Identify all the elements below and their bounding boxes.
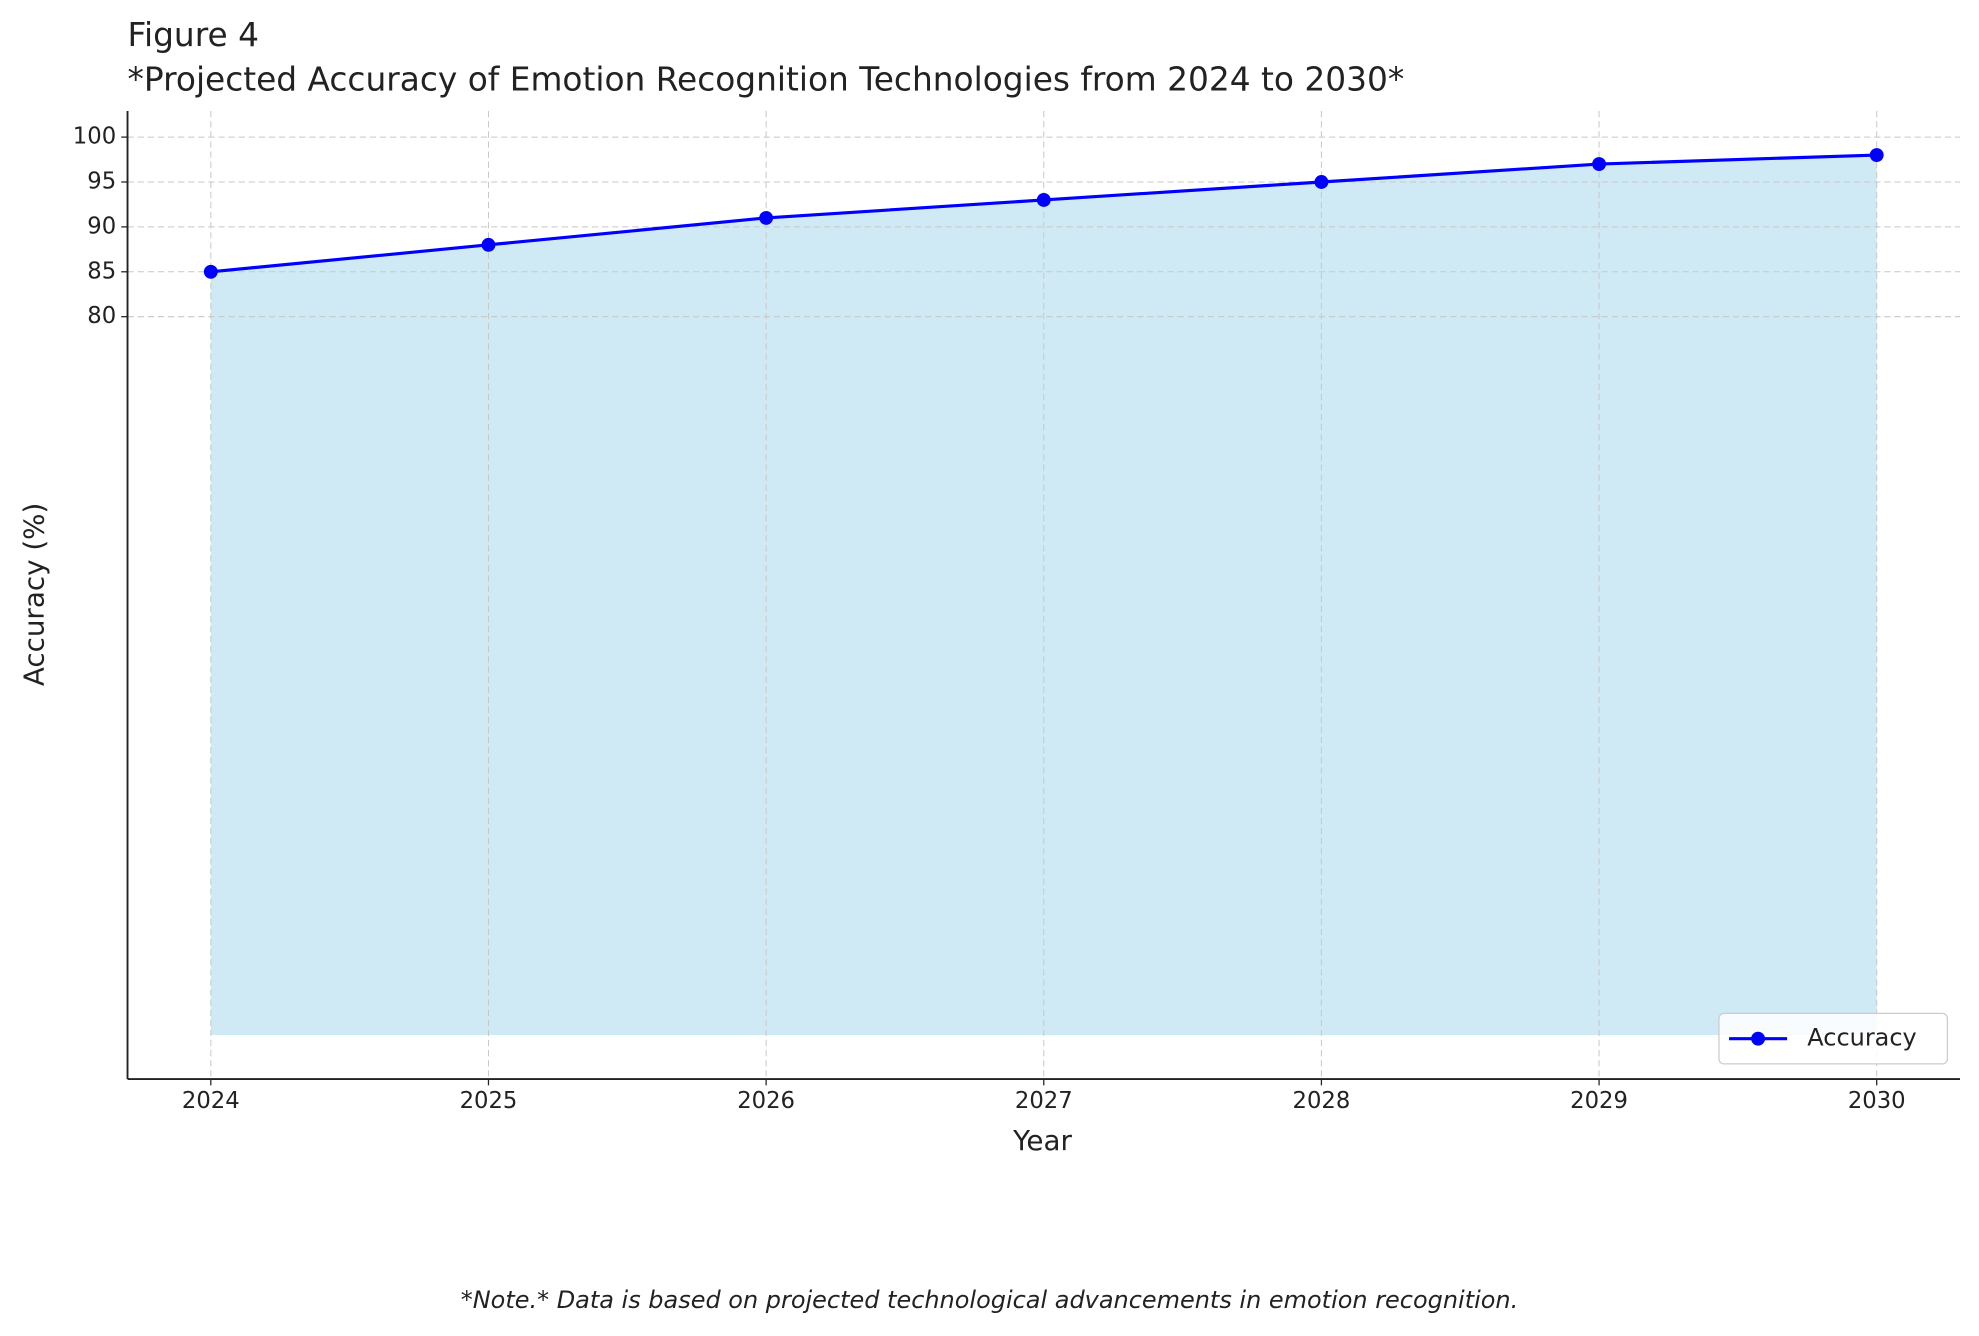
legend-label: Accuracy <box>1807 1024 1916 1052</box>
note: *Note.* Data is based on projected techn… <box>461 1286 1519 1314</box>
chart-title: Figure 4 <box>128 16 259 54</box>
x-axis-label: Year <box>1012 1124 1072 1157</box>
x-tick-label: 2027 <box>1015 1088 1073 1114</box>
marker <box>1869 148 1884 163</box>
marker <box>1036 193 1051 207</box>
y-tick-label: 100 <box>73 124 116 150</box>
area <box>210 155 1877 1036</box>
x-tick-label: 2024 <box>182 1088 240 1114</box>
y-tick-label: 90 <box>87 213 116 239</box>
y-tick-label: 80 <box>87 303 116 329</box>
chart-subtitle: *Projected Accuracy of Emotion Recogniti… <box>128 60 1405 98</box>
x-tick-label: 2026 <box>737 1088 795 1114</box>
legend-marker <box>1751 1031 1766 1046</box>
marker <box>1314 175 1329 189</box>
marker <box>203 264 218 279</box>
marker <box>481 237 496 252</box>
plot-area <box>203 148 1884 279</box>
y-tick-label: 95 <box>87 168 116 194</box>
grid <box>127 111 1961 1080</box>
x-tick-label: 2030 <box>1848 1088 1906 1114</box>
y-tick-label: 85 <box>87 258 116 284</box>
x-tick-label: 2028 <box>1293 1088 1351 1114</box>
marker <box>1592 157 1607 171</box>
x-tick-label: 2029 <box>1570 1088 1628 1114</box>
legend-box <box>1718 1012 1949 1065</box>
y-axis-label: Accuracy (%) <box>17 503 50 687</box>
x-tick-label: 2025 <box>460 1088 518 1114</box>
legend: Accuracy <box>1718 1012 1949 1065</box>
marker <box>759 210 774 225</box>
